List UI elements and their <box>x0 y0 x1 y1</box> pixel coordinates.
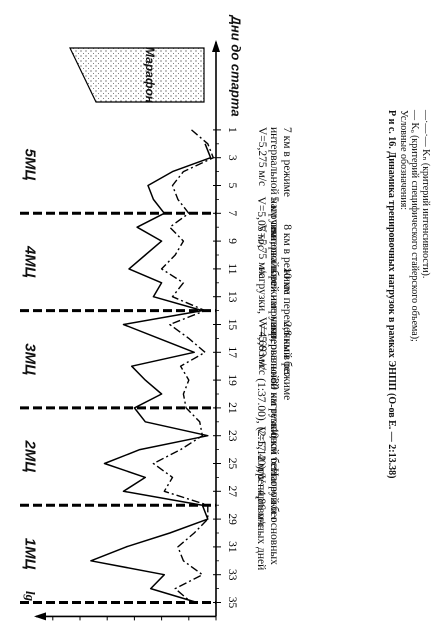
microcycle-label-3: 3МЦ <box>21 343 39 376</box>
day-tick-label: 15 <box>226 319 238 331</box>
day-tick-label: 3 <box>226 155 238 161</box>
annotation-line: 2,8 км в режиме <box>281 321 293 401</box>
series-ko-line <box>90 143 212 604</box>
series-kn-line <box>152 129 215 604</box>
annotation: Нагрузки основных тренировочных дней <box>255 468 281 571</box>
day-tick-label: 1 <box>226 127 238 133</box>
legend-dash: —·—·— Kₙ (критерий интенсивности). <box>420 110 431 279</box>
series-lines <box>90 129 215 604</box>
day-tick-label: 9 <box>226 238 238 244</box>
day-tick-label: 23 <box>226 430 238 442</box>
legend-solid: — Kₒ (критерий специфического стайерског… <box>409 110 420 342</box>
y-axis-label: lg <box>23 591 38 602</box>
figure-caption: Р и с. 16. Динамика тренировочных нагруз… <box>386 110 397 479</box>
x-axis-arrow <box>212 40 220 52</box>
microcycle-label-2: 2МЦ <box>21 440 39 473</box>
day-tick-label: 35 <box>226 597 238 609</box>
microcycle-label-5: 5МЦ <box>21 148 39 181</box>
tick-labels: 13579111315171921232527293133350123456 <box>52 127 238 621</box>
marathon-box <box>69 47 205 103</box>
day-tick-label: 21 <box>226 402 238 414</box>
annotation-line: тренировочных дней <box>255 468 268 571</box>
axes <box>34 40 220 621</box>
day-tick-label: 33 <box>226 569 238 581</box>
marathon-label: Марафон <box>143 47 157 104</box>
microcycle-label-1: 1МЦ <box>21 537 39 570</box>
legend-intro: Условные обозначения: <box>398 110 409 211</box>
day-tick-label: 29 <box>226 513 238 525</box>
marathon-shape <box>69 47 205 103</box>
y-axis-arrow <box>34 612 46 621</box>
microcycle-label-4: 4МЦ <box>21 245 39 278</box>
day-tick-label: 25 <box>226 458 238 470</box>
day-tick-label: 31 <box>226 541 238 553</box>
day-tick-label: 5 <box>226 183 238 189</box>
x-axis-label: Дни до старта <box>228 15 244 117</box>
day-tick-label: 11 <box>226 263 238 274</box>
day-tick-label: 13 <box>226 291 238 303</box>
day-tick-label: 7 <box>226 210 238 216</box>
microcycle-boundaries <box>20 211 216 604</box>
day-tick-label: 19 <box>226 374 238 386</box>
annotation-line: Нагрузки основных <box>268 468 280 565</box>
day-tick-label: 27 <box>226 486 238 498</box>
day-tick-label: 17 <box>226 347 238 359</box>
